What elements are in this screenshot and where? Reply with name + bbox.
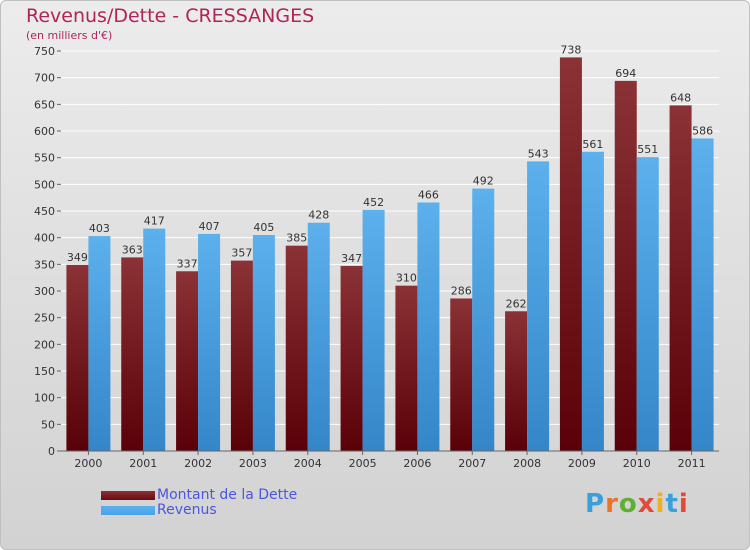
bar-debt: [121, 257, 144, 451]
data-label-revenus: 417: [144, 215, 165, 228]
y-tick-label: 750: [34, 45, 55, 58]
y-tick-label: 0: [48, 445, 55, 458]
logo-letter: o: [618, 489, 638, 519]
data-label-revenus: 428: [308, 209, 329, 222]
bar-debt: [450, 298, 473, 451]
x-tick-label: 2000: [74, 457, 102, 470]
data-label-revenus: 586: [692, 124, 713, 137]
data-label-debt: 286: [451, 284, 472, 297]
data-label-debt: 385: [286, 232, 307, 245]
y-tick-label: 700: [34, 72, 55, 85]
bars: [66, 57, 714, 452]
data-label-debt: 694: [615, 67, 636, 80]
data-label-debt: 648: [670, 91, 691, 104]
logo-letter: i: [678, 489, 689, 519]
chart-title: Revenus/Dette - CRESSANGES: [26, 5, 315, 27]
bar-debt: [176, 271, 199, 451]
data-label-debt: 363: [122, 243, 143, 256]
y-axis-ticks: 0 50 100 150 200 250 300 350 400 450 500 550 600 650 7…: [34, 45, 61, 458]
data-label-revenus: 407: [199, 220, 220, 233]
legend-swatch-debt: [101, 490, 155, 500]
y-tick-label: 450: [34, 205, 55, 218]
x-tick-label: 2002: [184, 457, 212, 470]
bar-debt: [614, 80, 637, 451]
y-tick-label: 250: [34, 312, 55, 325]
bar-revenus: [527, 161, 550, 451]
bar-debt: [395, 285, 418, 451]
x-axis-ticks: 2000 2001 2002 2003 2004 2005 2006 2007 2008 2009…: [74, 451, 706, 470]
y-tick-label: 400: [34, 232, 55, 245]
data-label-debt: 310: [396, 272, 417, 285]
data-label-debt: 262: [506, 297, 527, 310]
bar-revenus: [691, 138, 714, 451]
bar-debt: [230, 260, 253, 451]
legend-label-debt: Montant de la Dette: [157, 487, 298, 503]
bar-debt: [66, 264, 89, 451]
grid-lines: [61, 50, 719, 452]
logo-letter: P: [585, 489, 606, 519]
bar-revenus: [362, 209, 385, 451]
legend-item-revenus: Revenus: [101, 502, 217, 518]
bar-revenus: [143, 228, 166, 451]
chart-subtitle: (en milliers d'€): [26, 29, 113, 42]
data-label-revenus: 551: [637, 143, 658, 156]
x-tick-label: 2005: [349, 457, 377, 470]
data-label-revenus: 466: [418, 188, 439, 201]
legend-label-revenus: Revenus: [157, 502, 217, 518]
proxiti-logo: Proxiti: [585, 489, 689, 519]
y-tick-label: 150: [34, 365, 55, 378]
x-tick-label: 2010: [623, 457, 651, 470]
data-label-revenus: 405: [253, 221, 274, 234]
x-tick-label: 2006: [403, 457, 431, 470]
data-label-revenus: 543: [528, 147, 549, 160]
bar-revenus: [472, 188, 495, 451]
bar-debt: [505, 311, 528, 451]
data-label-debt: 337: [177, 257, 198, 270]
logo-letter: t: [665, 489, 679, 519]
bar-revenus: [198, 233, 221, 451]
bar-debt: [559, 57, 582, 452]
bar-revenus: [581, 151, 604, 452]
data-label-revenus: 561: [582, 138, 603, 151]
bar-debt: [669, 105, 692, 452]
x-tick-label: 2003: [239, 457, 267, 470]
logo-letter: x: [637, 489, 656, 519]
logo-letter: r: [605, 489, 619, 519]
logo-letter: i: [655, 489, 666, 519]
x-tick-label: 2008: [513, 457, 541, 470]
bar-revenus: [307, 222, 330, 451]
y-tick-label: 500: [34, 178, 55, 191]
y-tick-label: 200: [34, 338, 55, 351]
y-tick-label: 350: [34, 258, 55, 271]
y-tick-label: 600: [34, 125, 55, 138]
bar-debt: [340, 265, 363, 451]
x-tick-label: 2011: [678, 457, 706, 470]
bar-revenus: [417, 202, 440, 451]
data-label-debt: 357: [231, 247, 252, 260]
bar-debt: [285, 245, 308, 451]
bar-revenus: [88, 236, 111, 451]
y-tick-label: 650: [34, 98, 55, 111]
x-tick-label: 2007: [458, 457, 486, 470]
legend-item-debt: Montant de la Dette: [101, 487, 297, 503]
data-label-debt: 738: [560, 43, 581, 56]
data-label-revenus: 403: [89, 222, 110, 235]
legend-swatch-revenus: [101, 505, 155, 515]
data-label-debt: 349: [67, 251, 88, 264]
x-tick-label: 2001: [129, 457, 157, 470]
y-tick-label: 100: [34, 392, 55, 405]
data-label-revenus: 452: [363, 196, 384, 209]
y-tick-label: 550: [34, 152, 55, 165]
data-label-revenus: 492: [473, 175, 494, 188]
bar-revenus: [252, 235, 275, 451]
x-tick-label: 2004: [294, 457, 322, 470]
bar-revenus: [636, 157, 659, 451]
y-tick-label: 300: [34, 285, 55, 298]
data-label-debt: 347: [341, 252, 362, 265]
y-tick-label: 50: [41, 418, 55, 431]
x-tick-label: 2009: [568, 457, 596, 470]
